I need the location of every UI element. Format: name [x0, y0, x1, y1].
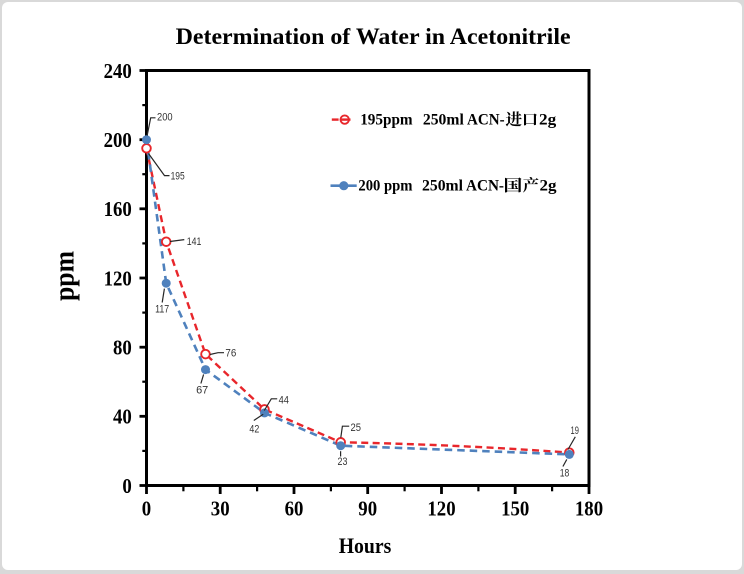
- svg-text:117: 117: [155, 303, 169, 315]
- svg-text:0: 0: [142, 497, 151, 521]
- svg-text:160: 160: [104, 197, 132, 221]
- svg-text:2g: 2g: [539, 112, 556, 129]
- svg-text:0: 0: [122, 474, 131, 498]
- svg-text:60: 60: [285, 497, 304, 521]
- svg-text:240: 240: [104, 59, 132, 83]
- svg-text:25: 25: [351, 422, 362, 434]
- svg-text:195ppm: 195ppm: [360, 112, 412, 129]
- svg-text:ACN-: ACN-: [466, 178, 504, 195]
- svg-text:44: 44: [279, 395, 289, 407]
- svg-text:42: 42: [249, 424, 259, 436]
- svg-text:Determination of Water in Acet: Determination of Water in Acetonitrile: [176, 24, 571, 49]
- svg-text:ppm: ppm: [50, 251, 81, 301]
- svg-text:250ml: 250ml: [422, 178, 464, 195]
- svg-text:19: 19: [571, 425, 579, 437]
- svg-text:30: 30: [211, 497, 230, 521]
- svg-text:67: 67: [196, 385, 208, 397]
- svg-text:80: 80: [113, 336, 132, 360]
- svg-text:120: 120: [104, 266, 132, 290]
- svg-text:76: 76: [225, 347, 236, 359]
- svg-text:90: 90: [358, 497, 377, 521]
- svg-text:180: 180: [575, 497, 603, 521]
- svg-text:120: 120: [427, 497, 455, 521]
- svg-text:195: 195: [171, 171, 185, 183]
- svg-text:18: 18: [560, 468, 570, 480]
- svg-text:200: 200: [157, 112, 173, 124]
- svg-text:Hours: Hours: [339, 533, 392, 558]
- svg-text:200: 200: [104, 128, 132, 152]
- svg-text:141: 141: [187, 236, 202, 248]
- svg-text:23: 23: [338, 456, 348, 468]
- svg-text:200 ppm: 200 ppm: [358, 178, 412, 195]
- svg-text:40: 40: [113, 405, 132, 429]
- svg-text:250ml: 250ml: [423, 112, 465, 129]
- svg-text:2g: 2g: [540, 178, 557, 195]
- svg-text:150: 150: [501, 497, 529, 521]
- svg-text:ACN-: ACN-: [467, 112, 505, 129]
